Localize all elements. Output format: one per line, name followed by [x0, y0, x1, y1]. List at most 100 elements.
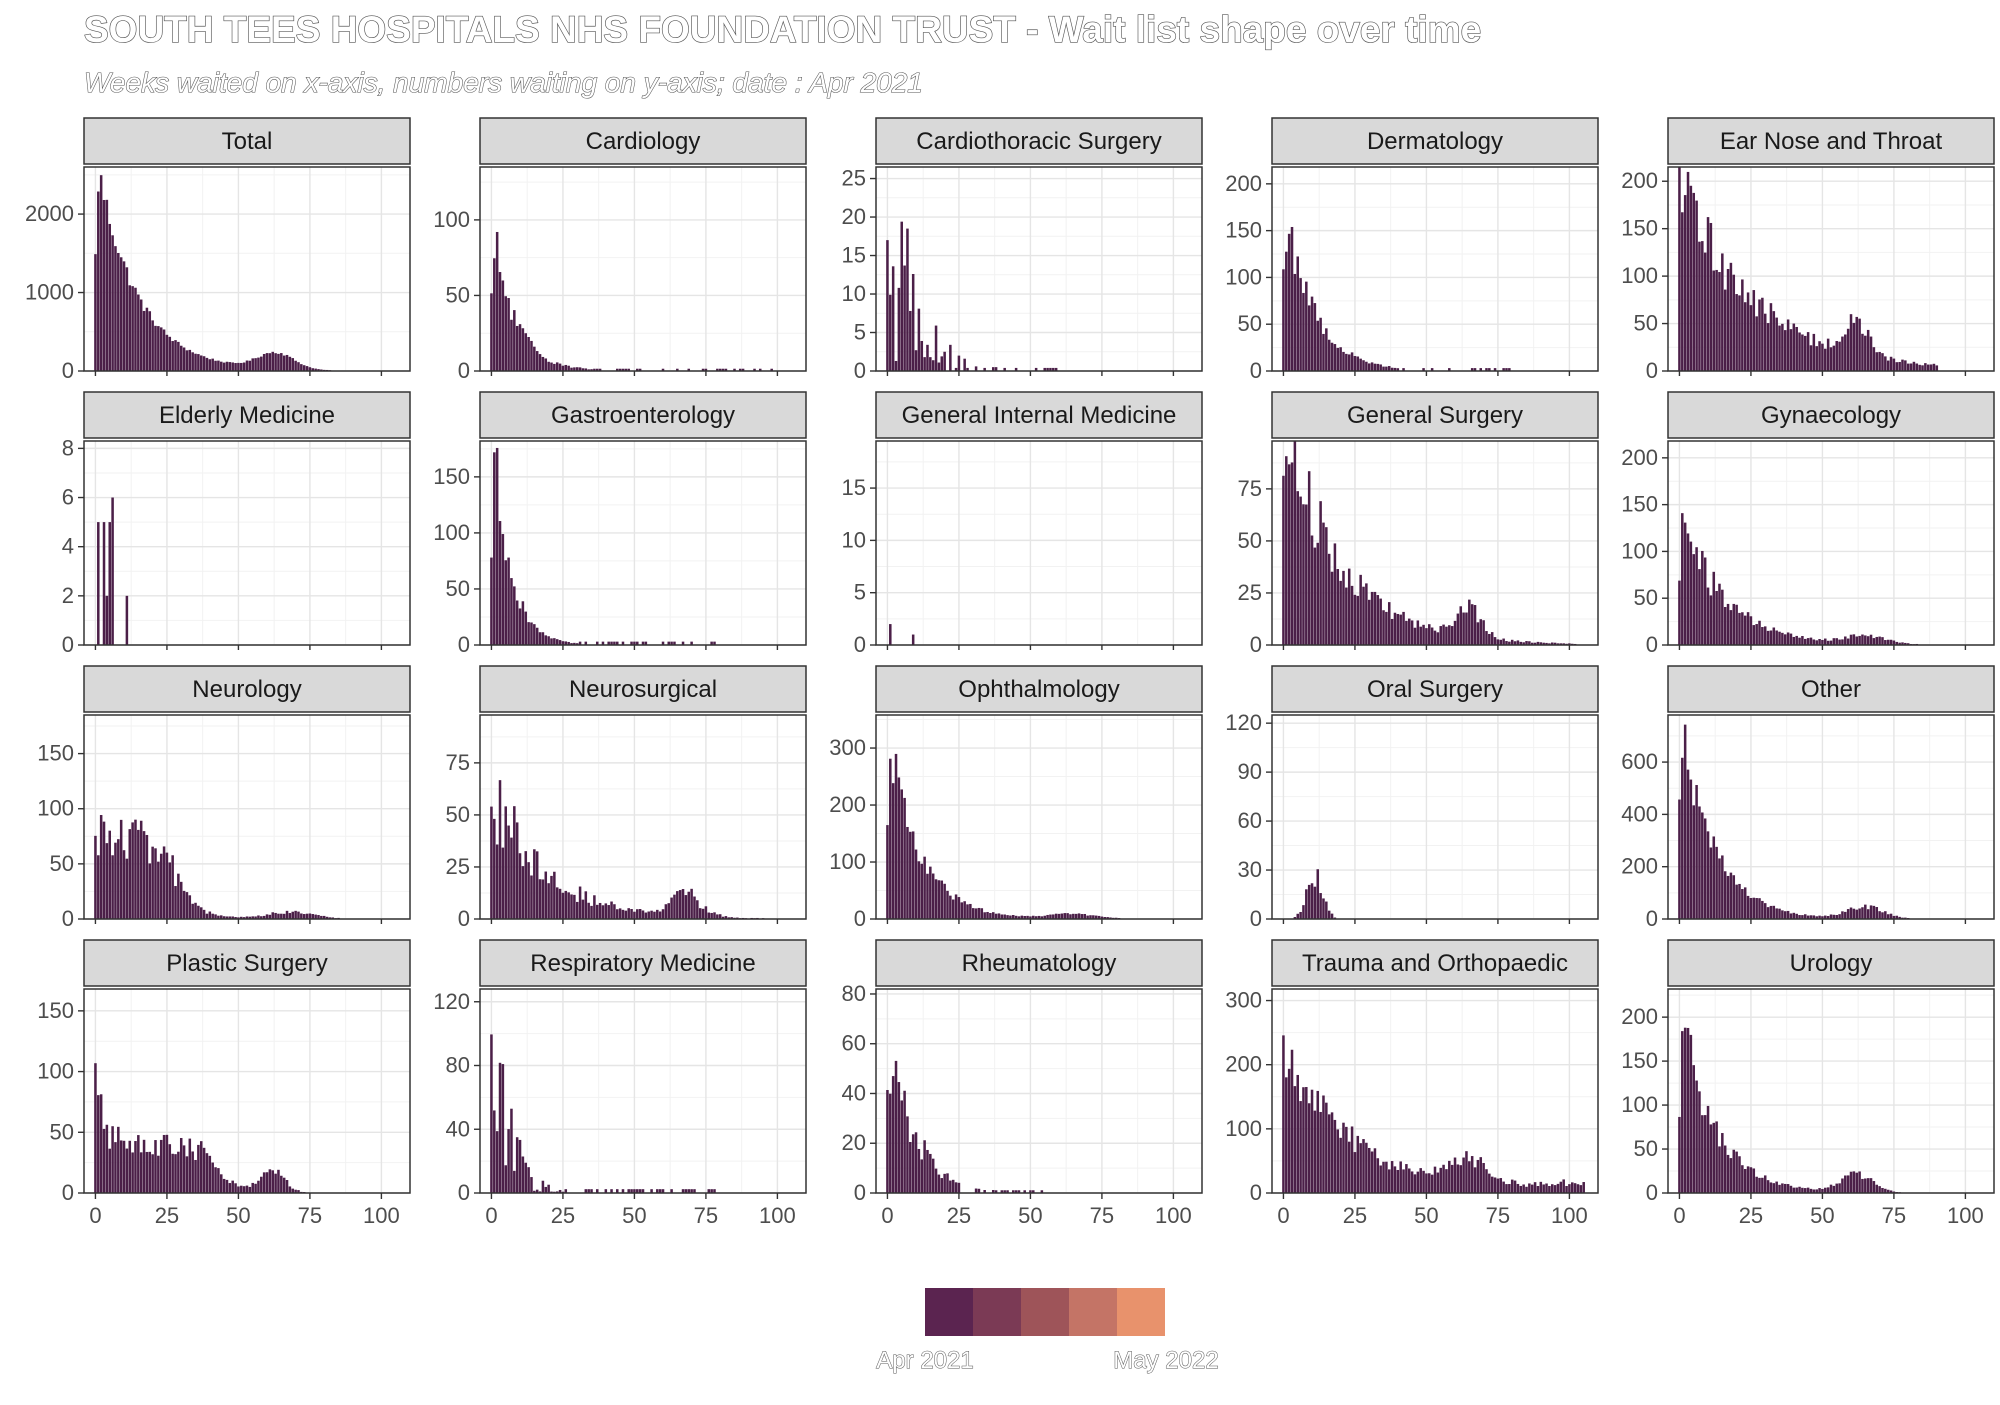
y-tick-label: 6 — [62, 485, 74, 510]
bar — [963, 901, 966, 919]
bar — [1430, 627, 1434, 645]
bar — [911, 831, 915, 919]
bar — [1402, 1169, 1405, 1193]
y-tick-label: 50 — [50, 1119, 74, 1144]
legend-end-label: May 2022 — [1113, 1347, 1218, 1374]
bar — [1040, 1190, 1044, 1193]
x-tick-label: 25 — [1739, 1203, 1763, 1228]
bar — [288, 356, 292, 371]
bar — [1327, 553, 1331, 645]
bar — [205, 1153, 209, 1193]
bar — [1017, 916, 1021, 919]
y-tick-label: 100 — [37, 1059, 74, 1084]
bar — [1824, 348, 1827, 371]
y-tick-label: 20 — [842, 204, 866, 229]
bar — [753, 368, 756, 371]
bar — [1809, 637, 1813, 645]
bar — [954, 367, 958, 371]
bar — [1285, 251, 1288, 371]
facet-elderly-medicine: Elderly Medicine 0 2 4 6 8 — [62, 391, 411, 657]
bar — [1345, 1126, 1348, 1193]
bar-series — [1293, 869, 1337, 919]
bar — [1852, 908, 1856, 919]
panel-background — [480, 167, 806, 371]
bar — [690, 641, 693, 645]
bar — [931, 873, 935, 919]
bar — [1846, 1175, 1850, 1193]
facet-grid: Total010002000Cardiology050100Cardiothor… — [25, 117, 1995, 1228]
bar — [1040, 916, 1044, 919]
bar — [1741, 612, 1744, 645]
bar — [1889, 639, 1893, 645]
bar — [1049, 914, 1052, 919]
bar — [205, 357, 209, 371]
bar — [1798, 637, 1801, 645]
bar — [1906, 363, 1910, 371]
bar — [1367, 363, 1371, 371]
bar-series — [886, 1060, 1044, 1193]
bar — [521, 866, 525, 919]
bar — [1502, 368, 1505, 371]
bar — [1359, 358, 1362, 371]
bar — [1387, 366, 1391, 371]
bar — [690, 1189, 693, 1193]
bar — [128, 285, 132, 371]
bar — [510, 578, 513, 645]
bar — [1052, 914, 1055, 919]
bar — [900, 221, 903, 371]
bar — [943, 351, 946, 371]
facet-strip — [875, 391, 1203, 439]
bar — [513, 806, 516, 919]
bar — [1904, 360, 1907, 371]
bar — [114, 246, 117, 371]
y-tick-label: 50 — [1634, 1136, 1658, 1161]
bar — [1858, 635, 1861, 645]
facet-strip — [83, 665, 411, 713]
panel-border — [479, 714, 807, 920]
bar — [1701, 1115, 1704, 1193]
bar — [954, 1182, 958, 1193]
bar — [1766, 323, 1770, 371]
bar — [1735, 1151, 1738, 1193]
bar — [1703, 1115, 1707, 1193]
bar — [1370, 1151, 1374, 1193]
y-tick-label: 10 — [842, 281, 866, 306]
bar — [1482, 620, 1485, 645]
bar — [102, 522, 106, 645]
bar — [533, 849, 536, 919]
bar — [1373, 363, 1377, 371]
bar — [191, 1151, 194, 1193]
bar — [202, 356, 206, 371]
bar — [638, 1189, 642, 1193]
y-tick-label: 0 — [1250, 358, 1262, 383]
bar — [1795, 1187, 1798, 1193]
bar — [561, 365, 565, 371]
bar — [946, 890, 949, 919]
bar — [1037, 915, 1041, 919]
bar — [1841, 911, 1844, 919]
y-tick-label: 0 — [1250, 1180, 1262, 1205]
bar — [139, 299, 143, 371]
bar — [504, 560, 507, 645]
bar — [684, 895, 688, 919]
bar — [911, 634, 915, 645]
bar — [1097, 915, 1101, 919]
panel-border — [83, 440, 411, 646]
bar — [1761, 900, 1764, 919]
bar — [314, 368, 317, 371]
bar — [1385, 611, 1388, 645]
bar — [949, 344, 952, 371]
bar — [1510, 639, 1514, 645]
panel-border — [875, 440, 1203, 646]
bar — [1749, 616, 1753, 645]
bar — [1832, 638, 1836, 645]
panel-border — [83, 988, 411, 1194]
bar — [1296, 256, 1299, 371]
bar — [681, 889, 685, 919]
bar — [1319, 501, 1322, 645]
bar — [305, 913, 309, 919]
panel-background — [480, 989, 806, 1193]
bar — [165, 852, 169, 919]
bar — [889, 624, 892, 645]
bar — [277, 913, 280, 919]
